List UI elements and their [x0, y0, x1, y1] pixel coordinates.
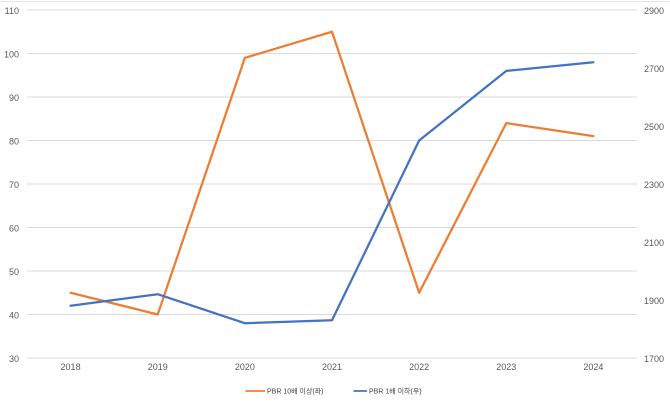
svg-text:50: 50	[9, 267, 19, 277]
svg-text:2023: 2023	[496, 362, 516, 372]
svg-text:100: 100	[4, 50, 19, 60]
svg-text:2700: 2700	[644, 64, 664, 74]
svg-text:PBR 10배 이상(좌): PBR 10배 이상(좌)	[267, 387, 324, 396]
svg-text:60: 60	[9, 224, 19, 234]
svg-text:2024: 2024	[583, 362, 603, 372]
svg-text:70: 70	[9, 180, 19, 190]
svg-text:2020: 2020	[235, 362, 255, 372]
svg-text:2500: 2500	[644, 122, 664, 132]
svg-text:30: 30	[9, 354, 19, 364]
svg-text:2019: 2019	[148, 362, 168, 372]
svg-text:PBR 1배 이하(우): PBR 1배 이하(우)	[369, 387, 422, 396]
svg-text:1700: 1700	[644, 354, 664, 364]
svg-text:80: 80	[9, 137, 19, 147]
svg-text:2018: 2018	[61, 362, 81, 372]
svg-text:90: 90	[9, 93, 19, 103]
svg-text:1900: 1900	[644, 296, 664, 306]
svg-text:2300: 2300	[644, 180, 664, 190]
svg-text:2900: 2900	[644, 6, 664, 16]
svg-text:2022: 2022	[409, 362, 429, 372]
svg-text:2100: 2100	[644, 238, 664, 248]
svg-text:110: 110	[5, 6, 19, 16]
svg-text:2021: 2021	[322, 362, 342, 372]
svg-text:40: 40	[9, 311, 19, 321]
